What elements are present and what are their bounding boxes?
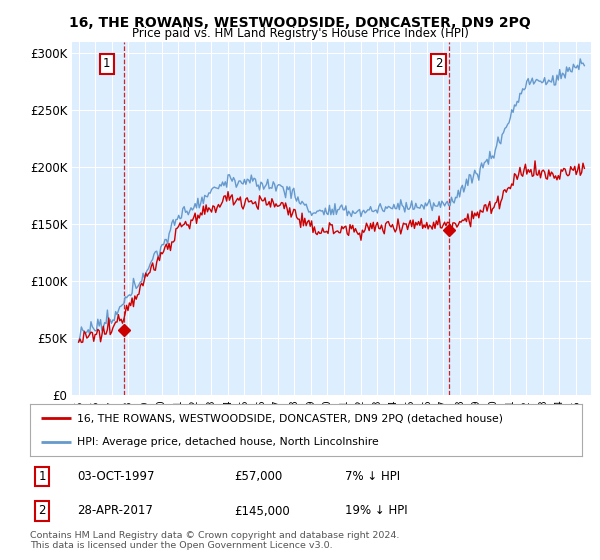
Text: 2: 2 — [38, 505, 46, 517]
Text: Contains HM Land Registry data © Crown copyright and database right 2024.
This d: Contains HM Land Registry data © Crown c… — [30, 531, 400, 550]
Text: £145,000: £145,000 — [234, 505, 290, 517]
Text: 03-OCT-1997: 03-OCT-1997 — [77, 470, 154, 483]
Text: 1: 1 — [103, 57, 110, 70]
Text: 28-APR-2017: 28-APR-2017 — [77, 505, 153, 517]
Text: £57,000: £57,000 — [234, 470, 283, 483]
Text: 16, THE ROWANS, WESTWOODSIDE, DONCASTER, DN9 2PQ (detached house): 16, THE ROWANS, WESTWOODSIDE, DONCASTER,… — [77, 413, 503, 423]
Text: 2: 2 — [435, 57, 442, 70]
Text: Price paid vs. HM Land Registry's House Price Index (HPI): Price paid vs. HM Land Registry's House … — [131, 27, 469, 40]
Text: 16, THE ROWANS, WESTWOODSIDE, DONCASTER, DN9 2PQ: 16, THE ROWANS, WESTWOODSIDE, DONCASTER,… — [69, 16, 531, 30]
Text: 19% ↓ HPI: 19% ↓ HPI — [344, 505, 407, 517]
Text: 7% ↓ HPI: 7% ↓ HPI — [344, 470, 400, 483]
Text: HPI: Average price, detached house, North Lincolnshire: HPI: Average price, detached house, Nort… — [77, 437, 379, 447]
Text: 1: 1 — [38, 470, 46, 483]
